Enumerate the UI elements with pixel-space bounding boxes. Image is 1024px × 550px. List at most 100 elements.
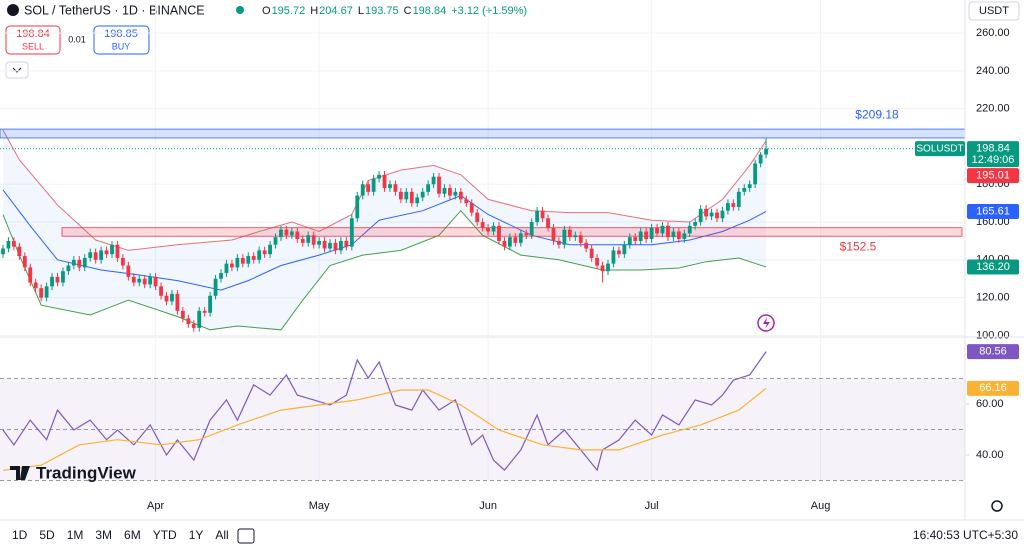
candle-body <box>404 191 409 200</box>
candle-body <box>431 176 436 185</box>
candle-body <box>573 235 578 238</box>
candle-body <box>322 240 327 249</box>
candle-body <box>491 225 496 232</box>
sell-label: SELL <box>22 41 44 51</box>
candle-body <box>398 191 403 200</box>
candle-body <box>289 231 294 236</box>
band-fill <box>2 130 767 330</box>
candle-body <box>687 225 692 234</box>
candle-body <box>725 203 730 211</box>
timeframe-button[interactable]: 3M <box>95 528 112 542</box>
candle-body <box>22 256 27 268</box>
settings-icon[interactable] <box>991 500 1003 512</box>
x-tick-label: Jul <box>645 500 659 512</box>
candle-body <box>262 250 267 255</box>
candle-body <box>388 184 392 189</box>
currency: USDT <box>979 5 1009 17</box>
candle-body <box>273 237 278 245</box>
candle-body <box>137 278 142 283</box>
zone-label: $209.18 <box>855 107 899 121</box>
candle-body <box>99 250 104 260</box>
candle-body <box>142 278 147 285</box>
candle-body <box>33 282 38 289</box>
timeframe-button[interactable]: 1M <box>67 528 84 542</box>
candle-body <box>393 184 398 192</box>
candle-body <box>720 210 725 219</box>
candle-body <box>257 250 262 260</box>
buy-price: 198.85 <box>104 28 138 40</box>
candle-body <box>486 227 490 232</box>
ohlc-change: +3.12 (+1.59%) <box>451 5 527 17</box>
candle-body <box>268 244 272 255</box>
timeframe-button[interactable]: 5D <box>39 528 55 542</box>
candle-body <box>333 242 338 251</box>
candle-body <box>246 256 251 264</box>
x-tick-label: May <box>309 500 330 512</box>
ohlc-key: C <box>404 5 412 17</box>
price-badge <box>967 344 1019 360</box>
plot-area: AprMayJunJulAug100.00120.00140.00160.001… <box>0 0 1024 520</box>
y-tick-label: 220.00 <box>976 103 1010 115</box>
badge-value: 136.20 <box>976 261 1010 273</box>
candle-body <box>306 235 311 243</box>
candle-body <box>382 174 387 189</box>
candle-body <box>502 240 507 247</box>
candle-body <box>202 310 207 313</box>
ohlc-value: 204.67 <box>319 5 353 17</box>
symbol-title: SOL / TetherUS · 1D · BINANCE <box>24 3 205 17</box>
timeframe-button[interactable]: YTD <box>153 528 177 542</box>
candle-body <box>55 276 60 283</box>
price-zone <box>61 227 963 237</box>
candle-body <box>731 203 736 207</box>
candle-body <box>300 239 305 243</box>
indicator-line <box>2 387 767 471</box>
candle-body <box>518 233 523 243</box>
candle-body <box>311 235 316 245</box>
candle-body <box>115 244 120 258</box>
y-tick-label: 60.00 <box>976 398 1004 410</box>
candle-body <box>442 188 447 194</box>
timeframe-button[interactable]: All <box>215 528 228 542</box>
candle-body <box>409 191 414 204</box>
candle-body <box>39 288 44 298</box>
candle-body <box>1 248 5 255</box>
timeframe-button[interactable]: 1Y <box>189 528 204 542</box>
candle-body <box>453 191 458 196</box>
candle-body <box>377 174 381 179</box>
candle-body <box>764 148 768 155</box>
market-status <box>236 6 244 14</box>
candle-body <box>557 240 561 245</box>
ohlc-value: 193.75 <box>365 5 399 17</box>
date-range-button[interactable] <box>237 528 255 544</box>
candle-body <box>682 233 687 240</box>
y-tick-label: 40.00 <box>976 449 1004 461</box>
candle-body <box>93 252 98 260</box>
candle-body <box>698 208 703 223</box>
candle-body <box>159 286 163 296</box>
candle-body <box>355 195 360 219</box>
collapse-button[interactable] <box>5 61 29 79</box>
buy-label: BUY <box>112 41 131 51</box>
sell-price: 198.84 <box>16 28 50 40</box>
candle-body <box>627 237 632 245</box>
candle-body <box>82 257 87 268</box>
currency-button[interactable] <box>968 1 1020 21</box>
timeframe-button[interactable]: 6M <box>124 528 141 542</box>
candle-body <box>551 227 556 241</box>
candle-body <box>753 163 758 185</box>
candle-body <box>328 242 332 249</box>
candle-body <box>715 212 719 219</box>
lightning-icon <box>763 317 770 329</box>
candle-body <box>77 259 82 268</box>
y-tick-label: 100.00 <box>976 329 1010 341</box>
spread: 0.01 <box>68 34 86 44</box>
event-icon[interactable] <box>757 314 775 332</box>
y-tick-label: 240.00 <box>976 65 1010 77</box>
indicator-line <box>2 351 767 472</box>
candle-body <box>61 271 65 283</box>
timeframe-button[interactable]: 1D <box>12 528 28 542</box>
candle-body <box>529 222 534 236</box>
candle-body <box>758 154 763 164</box>
zone-label: $152.5 <box>840 239 877 253</box>
candle-body <box>562 229 567 245</box>
